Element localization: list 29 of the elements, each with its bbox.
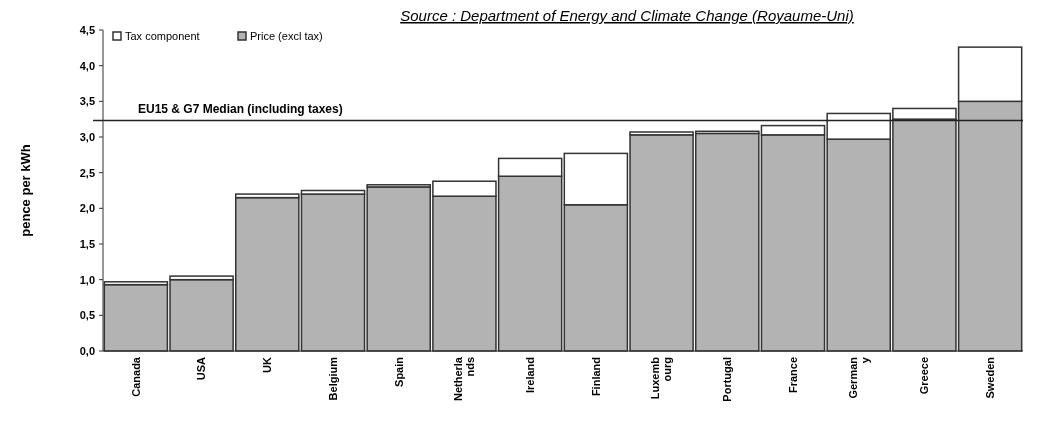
- x-tick-label: German y: [846, 356, 871, 399]
- x-tick-label: USA: [195, 356, 208, 381]
- x-tick-label: Portugal: [721, 357, 734, 402]
- x-tick-label: Greece: [918, 357, 931, 395]
- y-tick-label: 0,0: [79, 344, 95, 357]
- y-tick-label: 3,0: [79, 130, 95, 143]
- x-tick-label: Ireland: [523, 357, 536, 394]
- y-tick-label: 2,0: [79, 202, 95, 215]
- x-tick-label: Netherla nds: [452, 356, 477, 402]
- y-tick-label: 0,5: [79, 309, 95, 322]
- y-axis-title: pence per kWh: [18, 144, 33, 237]
- x-tick-label: Spain: [392, 356, 405, 387]
- y-tick-label: 4,5: [79, 23, 95, 36]
- y-tick-label: 4,0: [79, 59, 95, 72]
- legend-label: Tax component: [125, 30, 200, 42]
- x-tick-label: Canada: [129, 356, 142, 397]
- chart-title: Source : Department of Energy and Climate Change (Royaume-Uni): [400, 7, 854, 24]
- x-tick-label: Belgium: [326, 356, 339, 401]
- y-tick-label: 2,5: [79, 166, 95, 179]
- ref-line-label: EU15 & G7 Median (including taxes): [138, 101, 343, 116]
- y-tick-label: 1,5: [79, 237, 95, 250]
- y-tick-label: 3,5: [79, 95, 95, 108]
- x-tick-label: France: [786, 357, 799, 394]
- legend-label: Price (excl tax): [250, 30, 323, 42]
- x-tick-label: Luxemb ourg: [649, 356, 674, 400]
- x-tick-label: Finland: [589, 357, 602, 397]
- x-tick-label: UK: [261, 356, 274, 373]
- y-tick-label: 1,0: [79, 273, 95, 286]
- x-tick-label: Sweden: [983, 356, 996, 399]
